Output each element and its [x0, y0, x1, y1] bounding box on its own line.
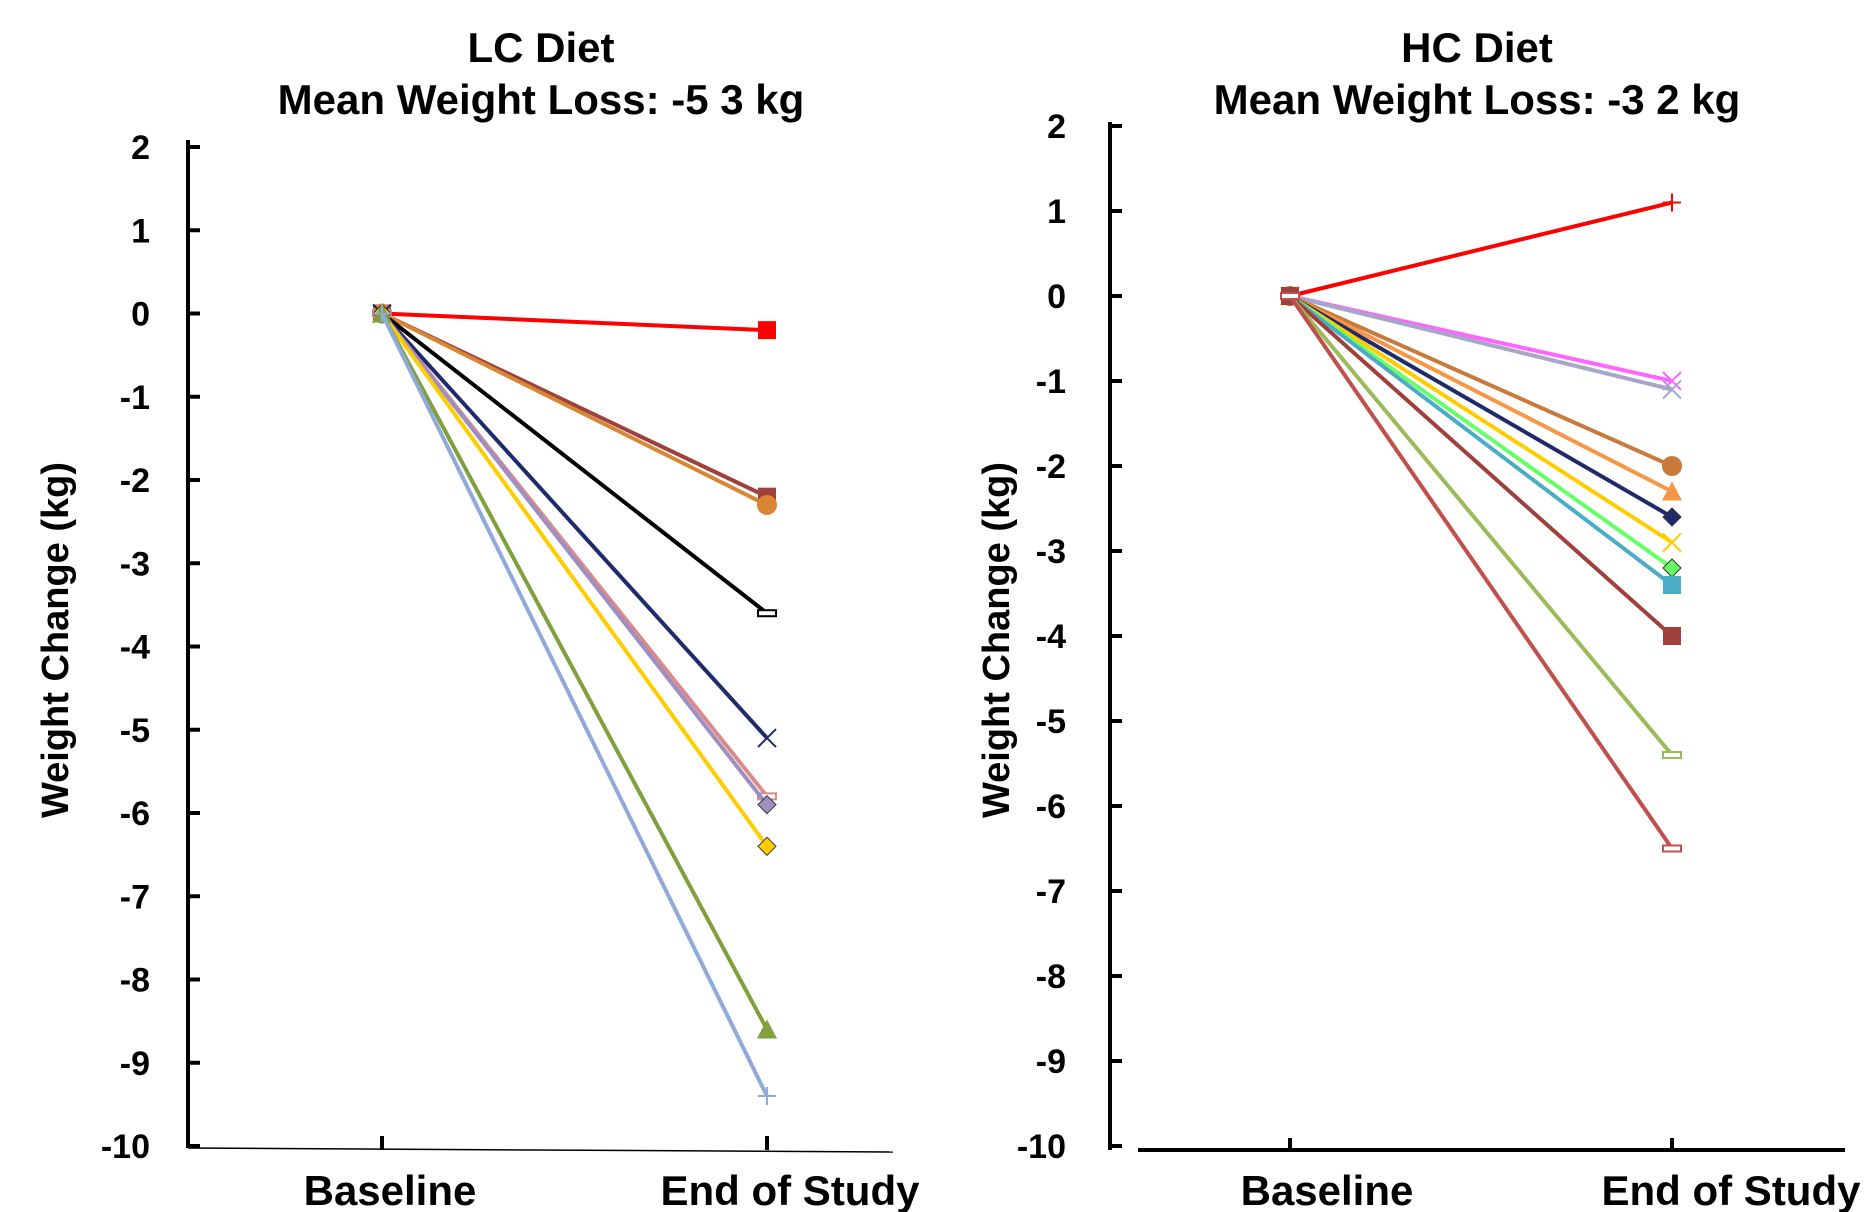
- series-12: [1280, 292, 1682, 853]
- y-tick-label: -4: [120, 629, 150, 667]
- y-tick-label: 2: [131, 129, 150, 167]
- series-1: [1281, 193, 1681, 305]
- series-1: [373, 304, 776, 340]
- series-line: [1288, 294, 1674, 545]
- baseline-point: [373, 304, 391, 323]
- end-point: [1663, 627, 1681, 645]
- x-category-label: End of Study: [661, 1167, 921, 1212]
- series-line: [1289, 294, 1673, 392]
- series-line: [1288, 294, 1674, 570]
- chart-panel-1: LC Diet Mean Weight Loss: -5 3 kg 2 1 0 -1 -2 -…: [35, 24, 920, 1212]
- y-tick-label: -6: [120, 795, 150, 833]
- end-point: [757, 836, 777, 857]
- series-7: [1280, 286, 1682, 553]
- series-4: [1280, 286, 1682, 476]
- baseline-point: [1280, 292, 1300, 300]
- y-axis-label: Weight Change (kg): [35, 462, 77, 818]
- y-tick-label: -1: [1036, 363, 1066, 401]
- y-tick-label: -1: [120, 379, 150, 417]
- y-tick-label: -4: [1036, 618, 1066, 656]
- end-point: [1662, 379, 1682, 400]
- series-4: [372, 309, 777, 618]
- series-line: [380, 312, 769, 806]
- y-tick-label: -9: [120, 1045, 150, 1083]
- end-point: [757, 609, 777, 618]
- end-point: [1662, 507, 1682, 527]
- series-11: [1280, 292, 1682, 759]
- y-tick-label: -5: [120, 712, 150, 750]
- end-point: [1662, 751, 1682, 759]
- y-tick-label: -6: [1036, 788, 1066, 826]
- end-point: [1663, 576, 1681, 594]
- series-line: [1288, 294, 1674, 757]
- y-tick-label: -10: [101, 1128, 150, 1166]
- y-tick-label: 0: [1047, 278, 1066, 316]
- y-tick-label: -2: [1036, 448, 1066, 486]
- y-tick-label: -2: [120, 462, 150, 500]
- x-category-label: Baseline: [1241, 1167, 1414, 1212]
- end-point: [1662, 844, 1682, 853]
- series-line: [380, 312, 769, 740]
- series-line: [1288, 294, 1674, 519]
- series-line: [380, 312, 769, 1031]
- chart-title: HC Diet: [1401, 24, 1553, 71]
- series-line: [380, 312, 769, 848]
- series-line: [381, 311, 768, 333]
- end-point: [758, 321, 776, 340]
- y-tick-label: -3: [1036, 533, 1066, 571]
- end-point: [757, 494, 777, 515]
- series-5: [372, 303, 777, 748]
- end-point: [1662, 481, 1682, 501]
- y-tick-label: -5: [1036, 703, 1066, 741]
- end-point: [1662, 456, 1682, 476]
- series-line: [1288, 294, 1674, 587]
- series-8: [1280, 286, 1682, 578]
- series-8: [372, 303, 777, 857]
- end-point: [758, 1087, 776, 1106]
- series-line: [1289, 200, 1673, 298]
- end-point: [757, 1019, 777, 1039]
- series-2: [1280, 286, 1682, 391]
- y-tick-label: -9: [1036, 1043, 1066, 1081]
- end-point: [1662, 532, 1682, 553]
- chart-title: LC Diet: [468, 24, 615, 71]
- y-tick-label: 0: [131, 296, 150, 334]
- y-tick-label: -3: [120, 545, 150, 583]
- series-line: [1289, 294, 1673, 468]
- x-category-label: End of Study: [1602, 1167, 1862, 1212]
- y-tick-label: -8: [1036, 958, 1066, 996]
- end-point: [757, 794, 777, 815]
- series-line: [380, 312, 769, 1097]
- series-line: [1289, 294, 1673, 494]
- x-axis-line: [187, 1147, 894, 1153]
- series-line: [381, 311, 768, 507]
- chart-subtitle: Mean Weight Loss: -3 2 kg: [1214, 76, 1741, 123]
- end-point: [757, 728, 777, 748]
- y-tick-label: -10: [1017, 1128, 1066, 1166]
- series-10: [373, 304, 776, 1106]
- y-tick-label: 1: [131, 212, 150, 250]
- series-line: [380, 311, 769, 615]
- chart-panel-2: HC Diet Mean Weight Loss: -3 2 kg 2 1 0 -1 -2 -…: [976, 24, 1861, 1212]
- y-axis-label: Weight Change (kg): [976, 462, 1018, 818]
- y-tick-label: -7: [120, 878, 150, 916]
- chart-subtitle: Mean Weight Loss: -5 3 kg: [278, 76, 805, 123]
- series-line: [1288, 294, 1674, 850]
- y-tick-label: 2: [1047, 108, 1066, 146]
- series-7: [372, 303, 777, 815]
- y-tick-label: 1: [1047, 193, 1066, 231]
- end-point: [1663, 193, 1681, 212]
- series-9: [1281, 287, 1681, 594]
- series-line: [1288, 294, 1674, 638]
- y-tick-label: -8: [120, 962, 150, 1000]
- y-tick-label: -7: [1036, 873, 1066, 911]
- x-category-label: Baseline: [304, 1167, 477, 1212]
